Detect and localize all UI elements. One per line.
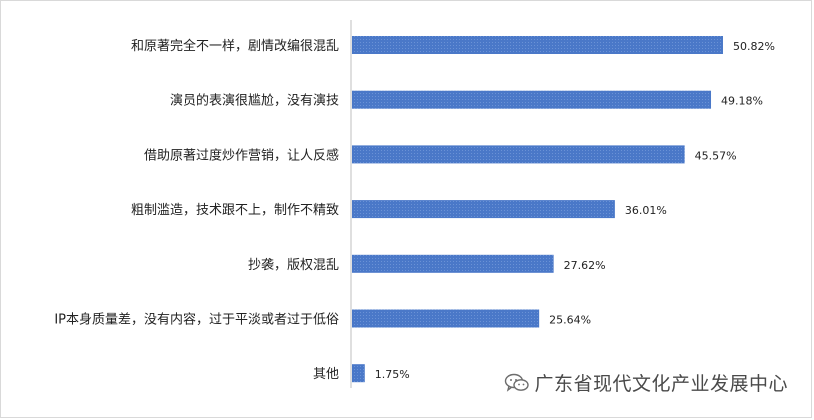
value-label: 1.75%: [375, 368, 410, 381]
bar: [352, 309, 540, 328]
wechat-icon: [504, 373, 530, 393]
category-label: 其他: [313, 367, 339, 382]
bar: [352, 364, 365, 383]
watermark-text: 广东省现代文化产业发展中心: [534, 373, 788, 395]
category-label: 抄袭，版权混乱: [248, 257, 339, 273]
value-label: 45.57%: [695, 149, 737, 162]
category-label: 演员的表演很尴尬，没有演技: [170, 93, 339, 109]
category-label: 和原著完全不一样，剧情改编很混乱: [131, 38, 339, 54]
value-label: 36.01%: [625, 204, 667, 217]
value-label: 50.82%: [733, 40, 775, 53]
value-label: 49.18%: [721, 95, 763, 108]
bar: [352, 145, 685, 164]
value-label: 27.62%: [564, 259, 606, 272]
bars-layer: 和原著完全不一样，剧情改编很混乱 50.82% 演员的表演很尴尬，没有演技 49.18…: [54, 36, 775, 383]
category-label: IP本身质量差，没有内容，过于平淡或者过于低俗: [54, 312, 339, 328]
category-label: 粗制滥造，技术跟不上，制作不精致: [131, 203, 339, 218]
bar: [352, 200, 615, 219]
bar: [352, 36, 723, 54]
bar: [352, 90, 712, 109]
category-label: 借助原著过度炒作营销，让人反感: [144, 147, 339, 163]
watermark: 广东省现代文化产业发展中心: [504, 369, 788, 396]
value-label: 25.64%: [549, 314, 591, 327]
bar: [352, 254, 554, 273]
